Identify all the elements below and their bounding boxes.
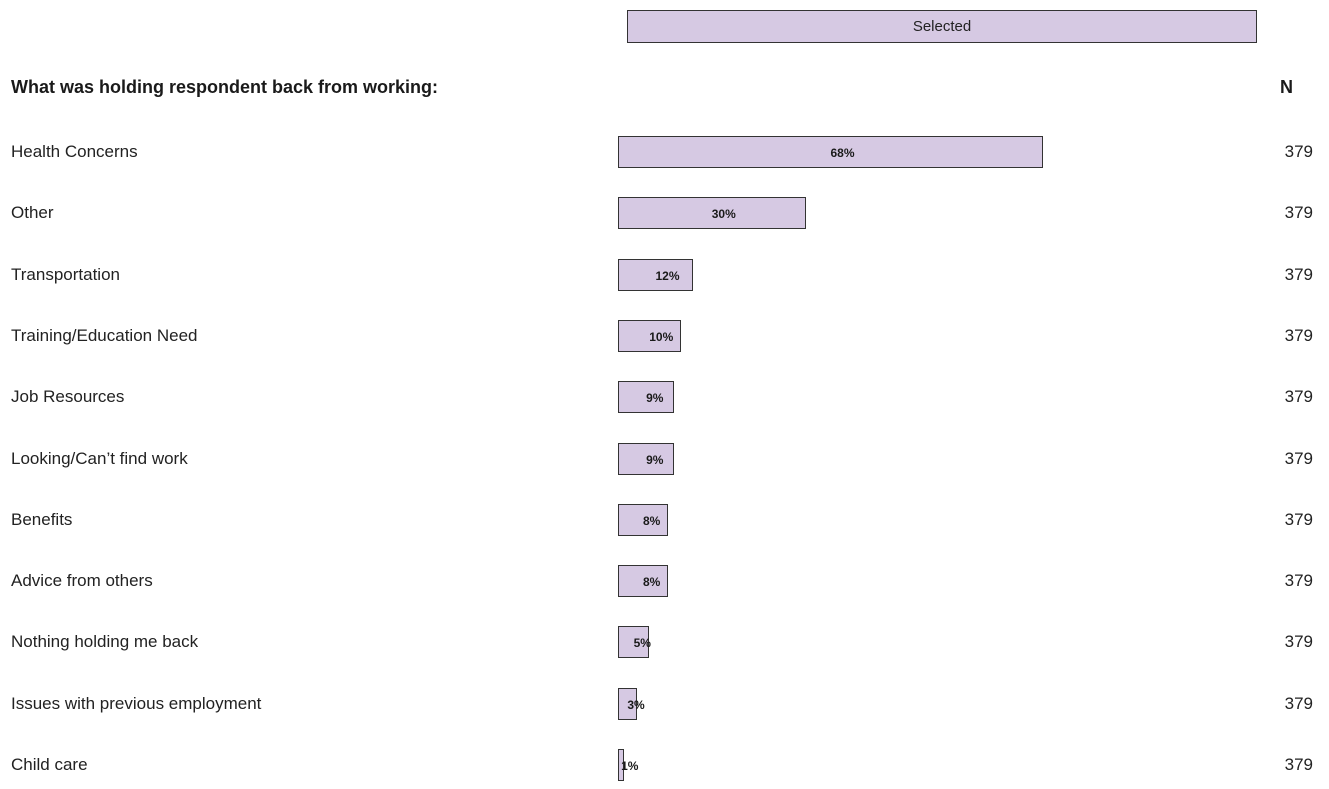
bar	[618, 749, 625, 781]
value-label: 30%	[711, 207, 736, 222]
chart-row: Looking/Can’t find work 9% 379	[0, 442, 1329, 483]
chart-row: Transportation 12% 379	[0, 258, 1329, 299]
bar	[618, 442, 675, 475]
n-column-header: N	[1280, 77, 1293, 97]
value-label: 3%	[627, 697, 645, 712]
value-label: 12%	[655, 268, 680, 283]
n-value: 379	[1284, 325, 1313, 345]
chart-row: Advice from others 8% 379	[0, 565, 1329, 605]
value-label: 1%	[621, 759, 639, 773]
bar	[618, 136, 1043, 168]
n-value: 379	[1284, 448, 1313, 468]
bar	[618, 197, 806, 230]
n-value: 379	[1284, 755, 1313, 774]
bar	[618, 319, 681, 352]
category-label: Transportation	[11, 264, 120, 284]
n-value: 379	[1284, 509, 1313, 529]
category-label: Looking/Can’t find work	[11, 448, 188, 468]
category-label: Nothing holding me back	[11, 632, 199, 652]
value-label: 68%	[830, 146, 855, 160]
value-label: 8%	[643, 513, 661, 528]
bar	[618, 626, 650, 659]
chart-row: Other 30% 379	[0, 197, 1329, 237]
bar	[618, 258, 693, 291]
legend-label: Selected	[912, 18, 972, 35]
chart-row: Health Concerns 68% 379	[0, 136, 1329, 176]
bar	[618, 565, 668, 598]
category-label: Other	[11, 203, 54, 223]
n-value: 379	[1284, 142, 1313, 161]
category-label: Advice from others	[11, 571, 153, 591]
chart-row: Child care 1% 379	[0, 749, 1329, 789]
chart-row: Benefits 8% 379	[0, 503, 1329, 544]
bar	[618, 381, 675, 414]
category-label: Health Concerns	[11, 142, 138, 161]
category-label: Child care	[11, 755, 88, 774]
value-label: 5%	[633, 636, 651, 651]
n-value: 379	[1284, 264, 1313, 284]
value-label: 8%	[643, 575, 661, 590]
category-label: Issues with previous employment	[11, 693, 262, 713]
category-label: Job Resources	[11, 387, 125, 407]
n-value: 379	[1284, 632, 1313, 652]
value-label: 9%	[646, 452, 664, 467]
n-value: 379	[1284, 571, 1313, 591]
category-label: Training/Education Need	[11, 325, 198, 345]
value-label: 9%	[646, 391, 664, 406]
bar	[618, 503, 668, 536]
chart-row: Job Resources 9% 379	[0, 381, 1329, 421]
chart-row: Nothing holding me back 5% 379	[0, 626, 1329, 666]
legend-selected: Selected	[627, 10, 1257, 43]
n-value: 379	[1284, 203, 1313, 223]
chart-row: Issues with previous employment 3% 379	[0, 687, 1329, 728]
n-value: 379	[1284, 693, 1313, 713]
bar	[618, 687, 637, 720]
chart-title: What was holding respondent back from wo…	[11, 77, 439, 97]
value-label: 10%	[649, 329, 674, 344]
chart-row: Training/Education Need 10% 379	[0, 319, 1329, 360]
category-label: Benefits	[11, 509, 73, 529]
n-value: 379	[1284, 387, 1313, 407]
